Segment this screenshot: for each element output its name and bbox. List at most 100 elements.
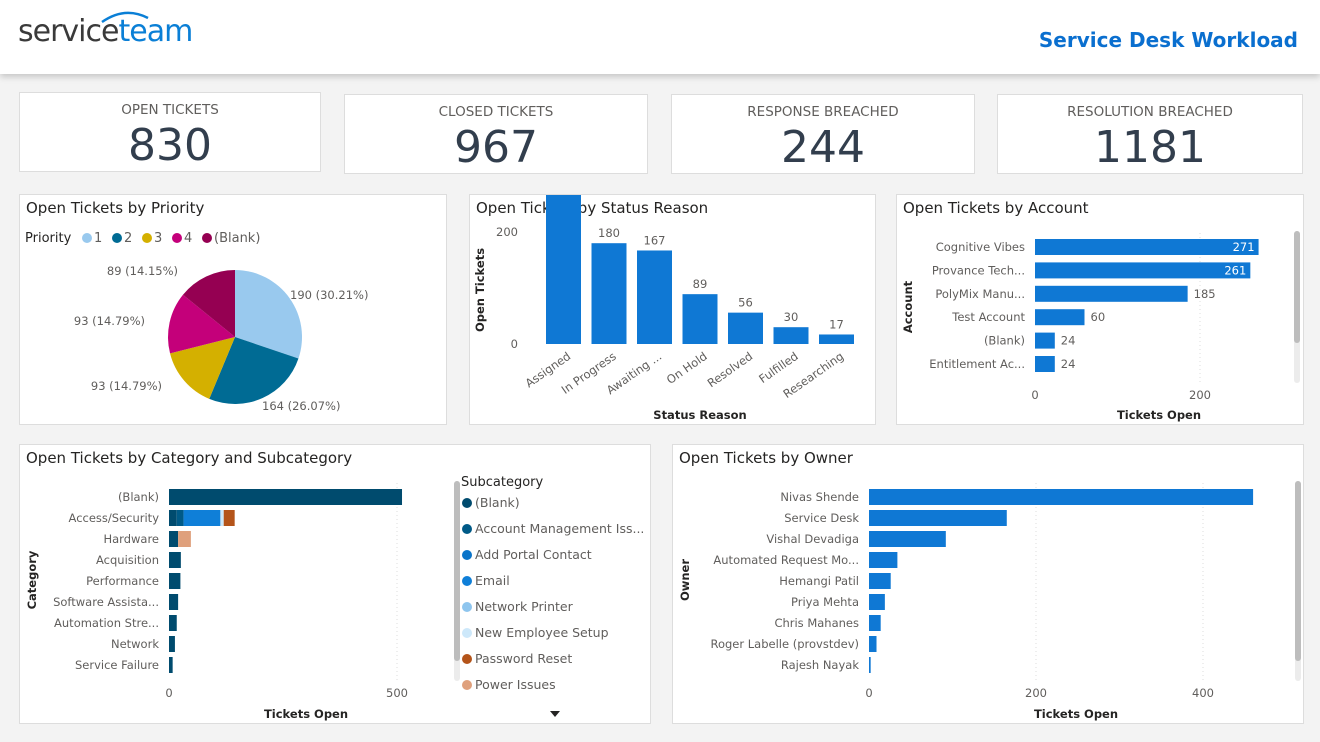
bar: [869, 552, 898, 568]
legend-marker: [202, 233, 212, 243]
y-tick: Access/Security: [69, 511, 160, 525]
y-tick: Nivas Shende: [780, 490, 859, 504]
y-tick: Chris Mahanes: [774, 616, 859, 630]
kpi-resolution-breached: RESOLUTION BREACHED 1181: [997, 94, 1303, 174]
legend-marker: [112, 233, 122, 243]
bar: [869, 510, 1007, 526]
chart-title: Open Tickets by Owner: [679, 449, 853, 467]
bar-segment: [178, 531, 191, 547]
legend-marker: [142, 233, 152, 243]
owner-chart: Open Tickets by Owner 0 200 400 Nivas Shend…: [672, 444, 1304, 724]
bar: [869, 489, 1254, 505]
bar: [1035, 332, 1055, 349]
y-tick: Vishal Devadiga: [766, 532, 859, 546]
legend-scrollbar[interactable]: [454, 481, 460, 681]
bar-segment: [169, 636, 175, 652]
data-label: 89: [693, 277, 708, 291]
y-tick: Service Failure: [75, 658, 159, 672]
bar: [869, 573, 891, 589]
y-tick: (Blank): [118, 490, 159, 504]
legend-label: Account Management Iss...: [475, 521, 644, 536]
legend-marker: [172, 233, 182, 243]
bar: [1035, 309, 1085, 326]
category-chart: Open Tickets by Category and Subcategory…: [19, 444, 651, 724]
data-label: 185: [1194, 287, 1216, 301]
bar: [1035, 262, 1251, 279]
data-label: 24: [1061, 334, 1076, 348]
legend-label: Network Printer: [475, 599, 574, 614]
bar-segment: [169, 615, 177, 631]
data-label: 190 (30.21%): [290, 288, 368, 302]
kpi-value: 1181: [1094, 122, 1206, 173]
chart-title: Open Tickets by Status Reason: [476, 199, 709, 217]
legend-marker: [462, 628, 472, 638]
pie-slice: [182, 270, 235, 337]
y-tick: 0: [511, 337, 518, 351]
kpi-label: CLOSED TICKETS: [438, 104, 554, 120]
y-tick: Automated Request Mo...: [713, 553, 859, 567]
kpi-value: 967: [454, 122, 538, 173]
legend-label: 3: [154, 231, 162, 246]
bar: [869, 594, 885, 610]
chart-title: Open Tickets by Priority: [26, 199, 205, 217]
y-tick: Hemangi Patil: [779, 574, 859, 588]
y-tick: Priya Mehta: [791, 595, 859, 609]
status-chart: Open Tickets by Status Reason 0 200 Open T…: [469, 194, 876, 425]
bar-segment: [169, 573, 181, 589]
y-tick: Rajesh Nayak: [781, 658, 859, 672]
data-label: 24: [1061, 357, 1076, 371]
kpi-label: RESPONSE BREACHED: [747, 104, 899, 120]
x-tick: 0: [165, 686, 172, 700]
bar-segment: [169, 510, 177, 526]
x-axis-title: Status Reason: [653, 408, 746, 422]
legend-label: Password Reset: [475, 651, 572, 666]
bar: [869, 657, 871, 673]
y-axis-title: Open Tickets: [473, 248, 487, 332]
x-tick: 200: [1025, 686, 1047, 700]
x-tick: 400: [1192, 686, 1214, 700]
bar-segment: [223, 510, 235, 526]
legend-label: Add Portal Contact: [475, 547, 592, 562]
bar-segment: [176, 510, 184, 526]
legend-scroll-down-icon[interactable]: [550, 711, 560, 717]
legend-marker: [462, 524, 472, 534]
y-axis-title: Account: [901, 280, 915, 333]
dashboard-title: Service Desk Workload: [1038, 28, 1298, 52]
pie-slice: [235, 270, 302, 359]
x-tick: 0: [865, 686, 872, 700]
y-tick: Performance: [86, 574, 159, 588]
data-label: 17: [829, 317, 844, 331]
bar-segment: [220, 510, 221, 526]
kpi-value: 244: [781, 122, 865, 173]
kpi-response-breached: RESPONSE BREACHED 244: [671, 94, 975, 174]
legend-marker: [462, 680, 472, 690]
serviceteam-logo: serviceteam: [18, 11, 193, 49]
logo-arc-icon: [101, 11, 149, 24]
scrollbar[interactable]: [1294, 231, 1300, 383]
x-tick: 200: [1189, 388, 1211, 402]
legend-marker: [462, 654, 472, 664]
bar: [1035, 239, 1259, 255]
legend-label: (Blank): [214, 231, 260, 246]
priority-chart: Open Tickets by Priority Priority 1 2 3 4 (Bl…: [19, 194, 447, 425]
legend-marker: [462, 498, 472, 508]
y-tick: Test Account: [951, 310, 1025, 324]
chart-title: Open Tickets by Account: [903, 199, 1089, 217]
y-tick: Entitlement Ac...: [929, 357, 1025, 371]
scrollbar[interactable]: [1295, 481, 1301, 681]
legend-title: Priority: [25, 231, 72, 246]
y-tick: Provance Tech...: [932, 263, 1025, 277]
bar: [1035, 285, 1188, 302]
bar: [869, 636, 877, 652]
account-chart: Open Tickets by Account 0 200 Cognitive Vi…: [896, 194, 1304, 425]
y-tick: PolyMix Manu...: [935, 287, 1025, 301]
legend-title: Subcategory: [461, 475, 544, 490]
x-tick: On Hold: [664, 349, 710, 387]
y-axis-title: Category: [25, 550, 39, 609]
bar: [1035, 356, 1055, 372]
x-axis-title: Tickets Open: [1034, 707, 1118, 721]
y-tick: Roger Labelle (provstdev): [711, 637, 860, 651]
legend-label: 1: [94, 231, 102, 246]
x-tick: Resolved: [705, 349, 756, 390]
legend-marker: [462, 576, 472, 586]
